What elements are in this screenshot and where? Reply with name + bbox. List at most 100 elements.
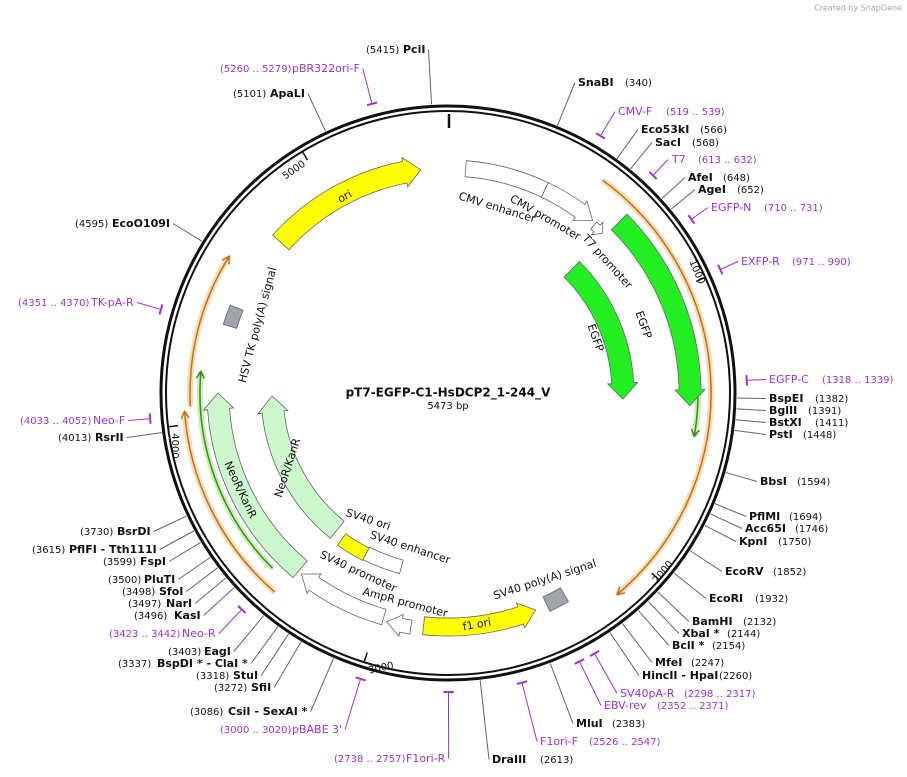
site-name: AfeI: [688, 171, 713, 184]
site-name: BamHI: [692, 615, 733, 628]
site-position: (5415): [366, 45, 399, 56]
primer-range: (710 .. 731): [764, 203, 823, 214]
site-name: AgeI: [698, 183, 726, 196]
plasmid-title: pT7-EGFP-C1-HsDCP2_1-244_V: [346, 386, 552, 401]
site-leader: [736, 408, 767, 411]
site-position: (568): [692, 138, 719, 149]
orf-left-lower-head: [180, 409, 190, 420]
primer-leader: [653, 159, 669, 175]
primer-range: (971 .. 990): [792, 257, 851, 268]
primer-name: pBR322ori-F: [292, 62, 360, 75]
site-leader: [159, 530, 195, 550]
site-leader: [126, 432, 162, 438]
orf-left-lower: [183, 411, 276, 593]
t7-promoter: [590, 221, 604, 236]
primer-name: F1ori-F: [540, 735, 578, 748]
site-name: ApaLI: [270, 87, 305, 100]
site-leader: [310, 658, 334, 712]
site-name: Eco53kI: [641, 123, 689, 136]
primer-leader: [594, 654, 618, 694]
site-name: SacI: [655, 136, 681, 149]
site-name: SfiI: [251, 681, 271, 694]
orf-left-upper: [189, 255, 230, 407]
site-leader: [725, 472, 758, 482]
primer-name: TK-pA-R: [90, 296, 134, 309]
region-left-head: [195, 369, 206, 379]
site-position: (3730): [80, 527, 113, 538]
site-name: PflMI: [749, 510, 780, 523]
primer-leader: [691, 207, 709, 220]
site-name: HincII - HpaI: [642, 669, 718, 682]
site-leader: [153, 515, 187, 532]
site-name: SnaBI: [578, 76, 614, 89]
primer-leader: [521, 683, 538, 742]
ruler-tick: [168, 424, 179, 428]
site-leader: [172, 223, 203, 242]
site-position: (3337): [118, 659, 151, 670]
site-leader: [168, 541, 201, 562]
site-name: EcoRI: [709, 592, 743, 605]
site-leader: [689, 550, 723, 572]
primer-range: (2738 .. 2757): [334, 754, 406, 765]
site-leader: [714, 503, 747, 517]
site-name: BspDI * - ClaI *: [157, 657, 248, 670]
primer-name: SV40pA-R: [620, 687, 675, 700]
site-name: BsrDI: [117, 525, 151, 538]
primer-leader: [218, 609, 242, 634]
site-name: BspEI: [769, 392, 803, 405]
site-position: (3599): [103, 557, 136, 568]
site-leader: [657, 591, 690, 622]
site-leader: [661, 177, 686, 199]
site-name: PflFI - Tth111I: [69, 543, 157, 556]
site-position: (1932): [755, 594, 788, 605]
ori: [272, 156, 422, 251]
site-position: (1411): [815, 418, 848, 429]
region-left: [199, 371, 274, 569]
primer-mark: [158, 304, 164, 315]
primer-leader: [721, 261, 739, 270]
site-name: Acc65I: [745, 522, 786, 535]
primer-leader: [747, 379, 767, 381]
site-leader: [233, 615, 265, 652]
site-leader: [427, 49, 433, 105]
site-position: (2132): [743, 617, 776, 628]
site-name: FspI: [140, 555, 166, 568]
primer-name: Neo-R: [182, 627, 216, 640]
feature-label: SV40 poly(A) signal: [492, 557, 598, 603]
primer-range: (4351 .. 4370): [18, 298, 90, 309]
primer-name: CMV-F: [618, 105, 652, 118]
orf-left-upper-glow: [187, 254, 232, 407]
site-leader: [630, 142, 653, 170]
site-name: CsiI - SexAI *: [228, 705, 308, 718]
primer-leader: [344, 679, 361, 730]
site-leader: [194, 577, 227, 604]
primer-name: EGFP-N: [711, 201, 751, 214]
site-position: (1391): [808, 406, 841, 417]
primer-name: T7: [671, 153, 686, 166]
site-leader: [673, 572, 707, 599]
site-leader: [479, 680, 490, 760]
primer-range: (2298 .. 2317): [684, 689, 756, 700]
orf-right-head: [615, 586, 626, 596]
site-leader: [736, 397, 767, 399]
neor-outer: [202, 392, 308, 579]
ruler-label: 3000: [368, 660, 395, 676]
primer-name: F1ori-R: [406, 752, 446, 765]
sv40-promoter: [300, 573, 387, 626]
site-leader: [177, 556, 211, 580]
primer-leader: [128, 418, 150, 421]
primer-range: (2526 .. 2547): [589, 737, 661, 748]
sv40-enhancer: [362, 546, 404, 575]
orf-right: [602, 179, 712, 596]
primer-leader: [600, 111, 616, 136]
primer-name: EBV-rev: [604, 699, 647, 712]
primer-range: (2352 .. 2371): [657, 701, 729, 712]
site-leader: [203, 587, 235, 616]
backbone-inner: [165, 110, 731, 676]
site-position: (2247): [691, 658, 724, 669]
backbone-outer: [159, 104, 737, 682]
site-position: (3500): [108, 575, 141, 586]
primer-mark: [148, 413, 152, 424]
site-name: EcoO109I: [112, 217, 170, 230]
primer-mark: [717, 264, 724, 275]
